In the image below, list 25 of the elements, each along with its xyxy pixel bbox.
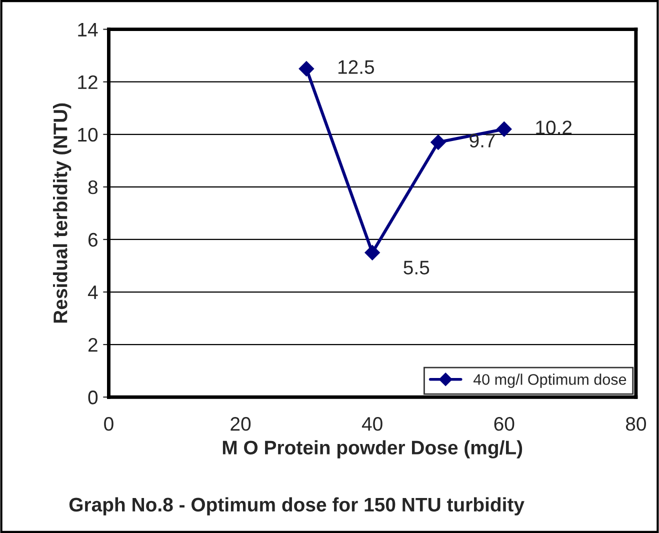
point [430,134,446,150]
point [364,245,380,260]
data-label: 9.7 [470,134,495,148]
y-tick-label: 12 [78,75,98,89]
y-tick-label: 2 [88,338,98,352]
point [496,122,512,137]
data-label: 10.2 [536,120,572,134]
y-tick-label: 0 [88,390,98,404]
x-axis-title: M O Protein powder Dose (mg/L) [222,440,522,458]
x-tick-label: 20 [230,417,251,431]
x-tick-label: 0 [104,417,114,431]
point [298,61,314,76]
legend-label: 40 mg/l Optimum dose [473,374,626,388]
text: Graph No.8 - Optimum dose for 150 NTU turbidity [69,497,524,516]
x-tick-label: 40 [362,417,382,431]
y-tick-label: 8 [88,180,98,194]
y-tick-label: 6 [88,232,98,247]
y-tick-label: 10 [78,128,98,142]
y-tick-label: 4 [88,286,98,300]
y-tick-label: 14 [78,22,98,36]
data-label: 5.5 [404,260,430,274]
x-tick-label: 60 [494,417,514,431]
y-axis-title: Residual terbidity (NTU) [53,103,72,323]
x-tick-label: 80 [626,417,646,431]
data-label: 12.5 [338,60,374,74]
